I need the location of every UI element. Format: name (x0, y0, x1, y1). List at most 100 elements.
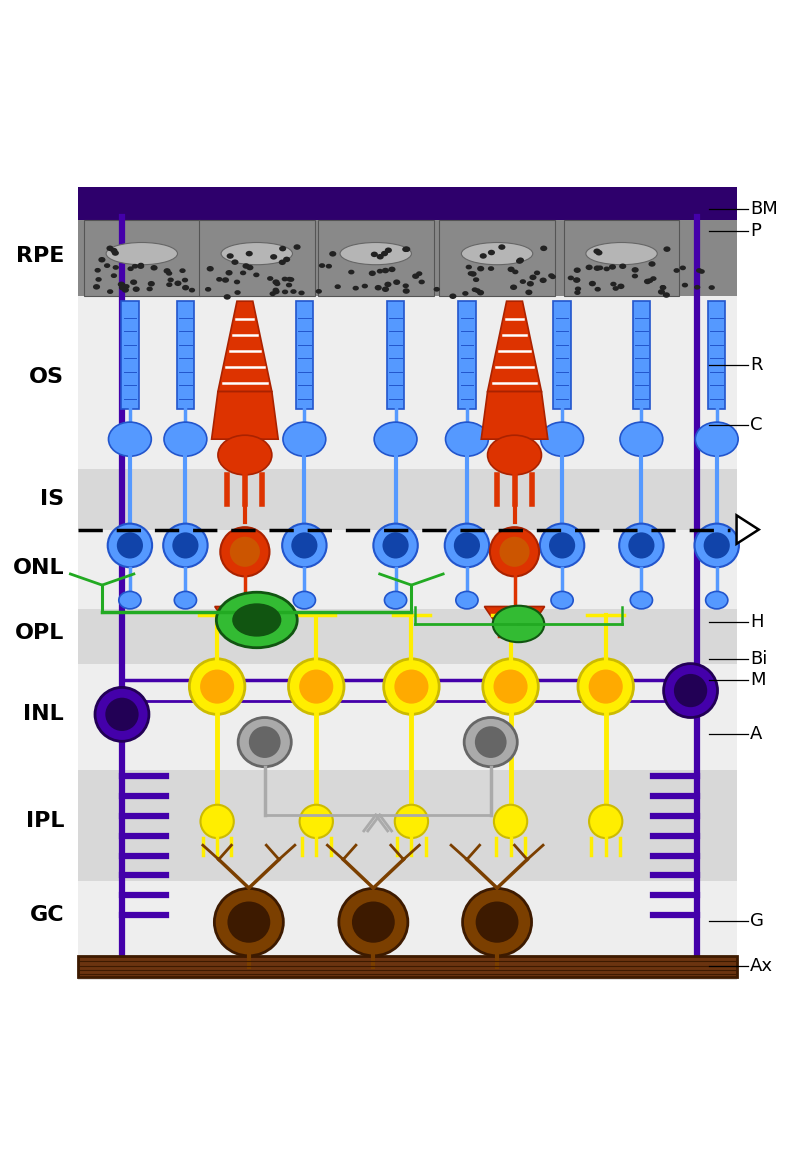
Ellipse shape (488, 266, 494, 271)
Ellipse shape (494, 805, 527, 838)
Ellipse shape (393, 279, 400, 285)
Ellipse shape (132, 264, 138, 268)
Polygon shape (211, 392, 278, 439)
Bar (78, 221, 737, 296)
Ellipse shape (462, 243, 533, 265)
Ellipse shape (227, 901, 270, 943)
Ellipse shape (709, 285, 715, 289)
Bar (78, 664, 737, 770)
Ellipse shape (282, 524, 326, 567)
Ellipse shape (234, 280, 240, 285)
Ellipse shape (498, 244, 506, 250)
Ellipse shape (226, 253, 234, 259)
Ellipse shape (95, 277, 102, 281)
Ellipse shape (385, 592, 406, 609)
Ellipse shape (339, 888, 408, 956)
Ellipse shape (189, 288, 195, 293)
Ellipse shape (631, 267, 638, 273)
Ellipse shape (291, 532, 318, 559)
Ellipse shape (658, 289, 665, 295)
Text: OPL: OPL (14, 623, 64, 643)
Ellipse shape (174, 592, 197, 609)
Ellipse shape (680, 266, 686, 271)
Ellipse shape (540, 245, 547, 251)
Ellipse shape (370, 252, 378, 257)
Ellipse shape (113, 265, 119, 270)
Polygon shape (554, 301, 571, 410)
Ellipse shape (353, 286, 359, 291)
Ellipse shape (340, 243, 411, 265)
Ellipse shape (130, 279, 138, 285)
Text: R: R (750, 356, 762, 375)
Ellipse shape (220, 527, 270, 576)
Ellipse shape (695, 422, 738, 456)
Ellipse shape (106, 243, 178, 265)
Ellipse shape (278, 259, 286, 265)
Text: OS: OS (29, 368, 64, 387)
Ellipse shape (526, 281, 534, 287)
Ellipse shape (473, 278, 479, 282)
Ellipse shape (551, 592, 573, 609)
Ellipse shape (488, 250, 495, 256)
Ellipse shape (119, 592, 141, 609)
Ellipse shape (166, 282, 173, 287)
Ellipse shape (477, 289, 484, 295)
Ellipse shape (270, 254, 278, 259)
Ellipse shape (706, 592, 728, 609)
Ellipse shape (348, 270, 354, 274)
Ellipse shape (476, 901, 518, 943)
Ellipse shape (283, 422, 326, 456)
Ellipse shape (384, 281, 391, 287)
Ellipse shape (166, 271, 172, 275)
Polygon shape (482, 392, 548, 439)
Polygon shape (633, 301, 650, 410)
Text: Ax: Ax (750, 957, 773, 974)
Ellipse shape (434, 287, 440, 292)
Ellipse shape (294, 592, 315, 609)
Ellipse shape (574, 291, 581, 295)
Ellipse shape (288, 277, 294, 282)
Ellipse shape (110, 247, 118, 253)
Ellipse shape (694, 285, 700, 289)
Ellipse shape (394, 805, 428, 838)
Ellipse shape (216, 277, 222, 281)
Ellipse shape (119, 282, 126, 287)
Ellipse shape (594, 287, 601, 292)
Ellipse shape (377, 268, 383, 273)
Ellipse shape (619, 524, 664, 567)
Text: C: C (750, 415, 762, 434)
Ellipse shape (610, 281, 617, 286)
Ellipse shape (649, 261, 655, 267)
Ellipse shape (454, 532, 480, 559)
Bar (78, 468, 737, 530)
Ellipse shape (382, 532, 409, 559)
Ellipse shape (660, 285, 666, 289)
Polygon shape (218, 301, 272, 392)
Ellipse shape (218, 435, 272, 475)
Ellipse shape (377, 254, 384, 259)
Ellipse shape (594, 249, 601, 254)
Ellipse shape (283, 257, 290, 263)
Ellipse shape (568, 275, 574, 280)
Ellipse shape (403, 246, 410, 252)
Ellipse shape (106, 698, 138, 731)
Ellipse shape (462, 888, 531, 956)
Ellipse shape (381, 251, 388, 257)
Ellipse shape (222, 278, 229, 282)
Ellipse shape (286, 282, 292, 287)
Ellipse shape (182, 278, 188, 282)
Ellipse shape (316, 289, 322, 294)
Polygon shape (564, 221, 679, 296)
Ellipse shape (138, 263, 144, 267)
Ellipse shape (232, 603, 282, 637)
Text: GC: GC (30, 904, 64, 925)
Ellipse shape (613, 286, 619, 291)
Ellipse shape (299, 670, 334, 704)
Text: M: M (750, 671, 766, 690)
Ellipse shape (541, 422, 583, 456)
Ellipse shape (369, 271, 376, 277)
Ellipse shape (274, 281, 281, 286)
Ellipse shape (270, 292, 276, 296)
Ellipse shape (597, 265, 603, 271)
Text: IPL: IPL (26, 811, 64, 831)
